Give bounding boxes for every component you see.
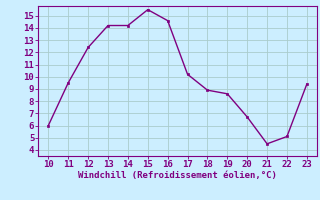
X-axis label: Windchill (Refroidissement éolien,°C): Windchill (Refroidissement éolien,°C) [78, 171, 277, 180]
